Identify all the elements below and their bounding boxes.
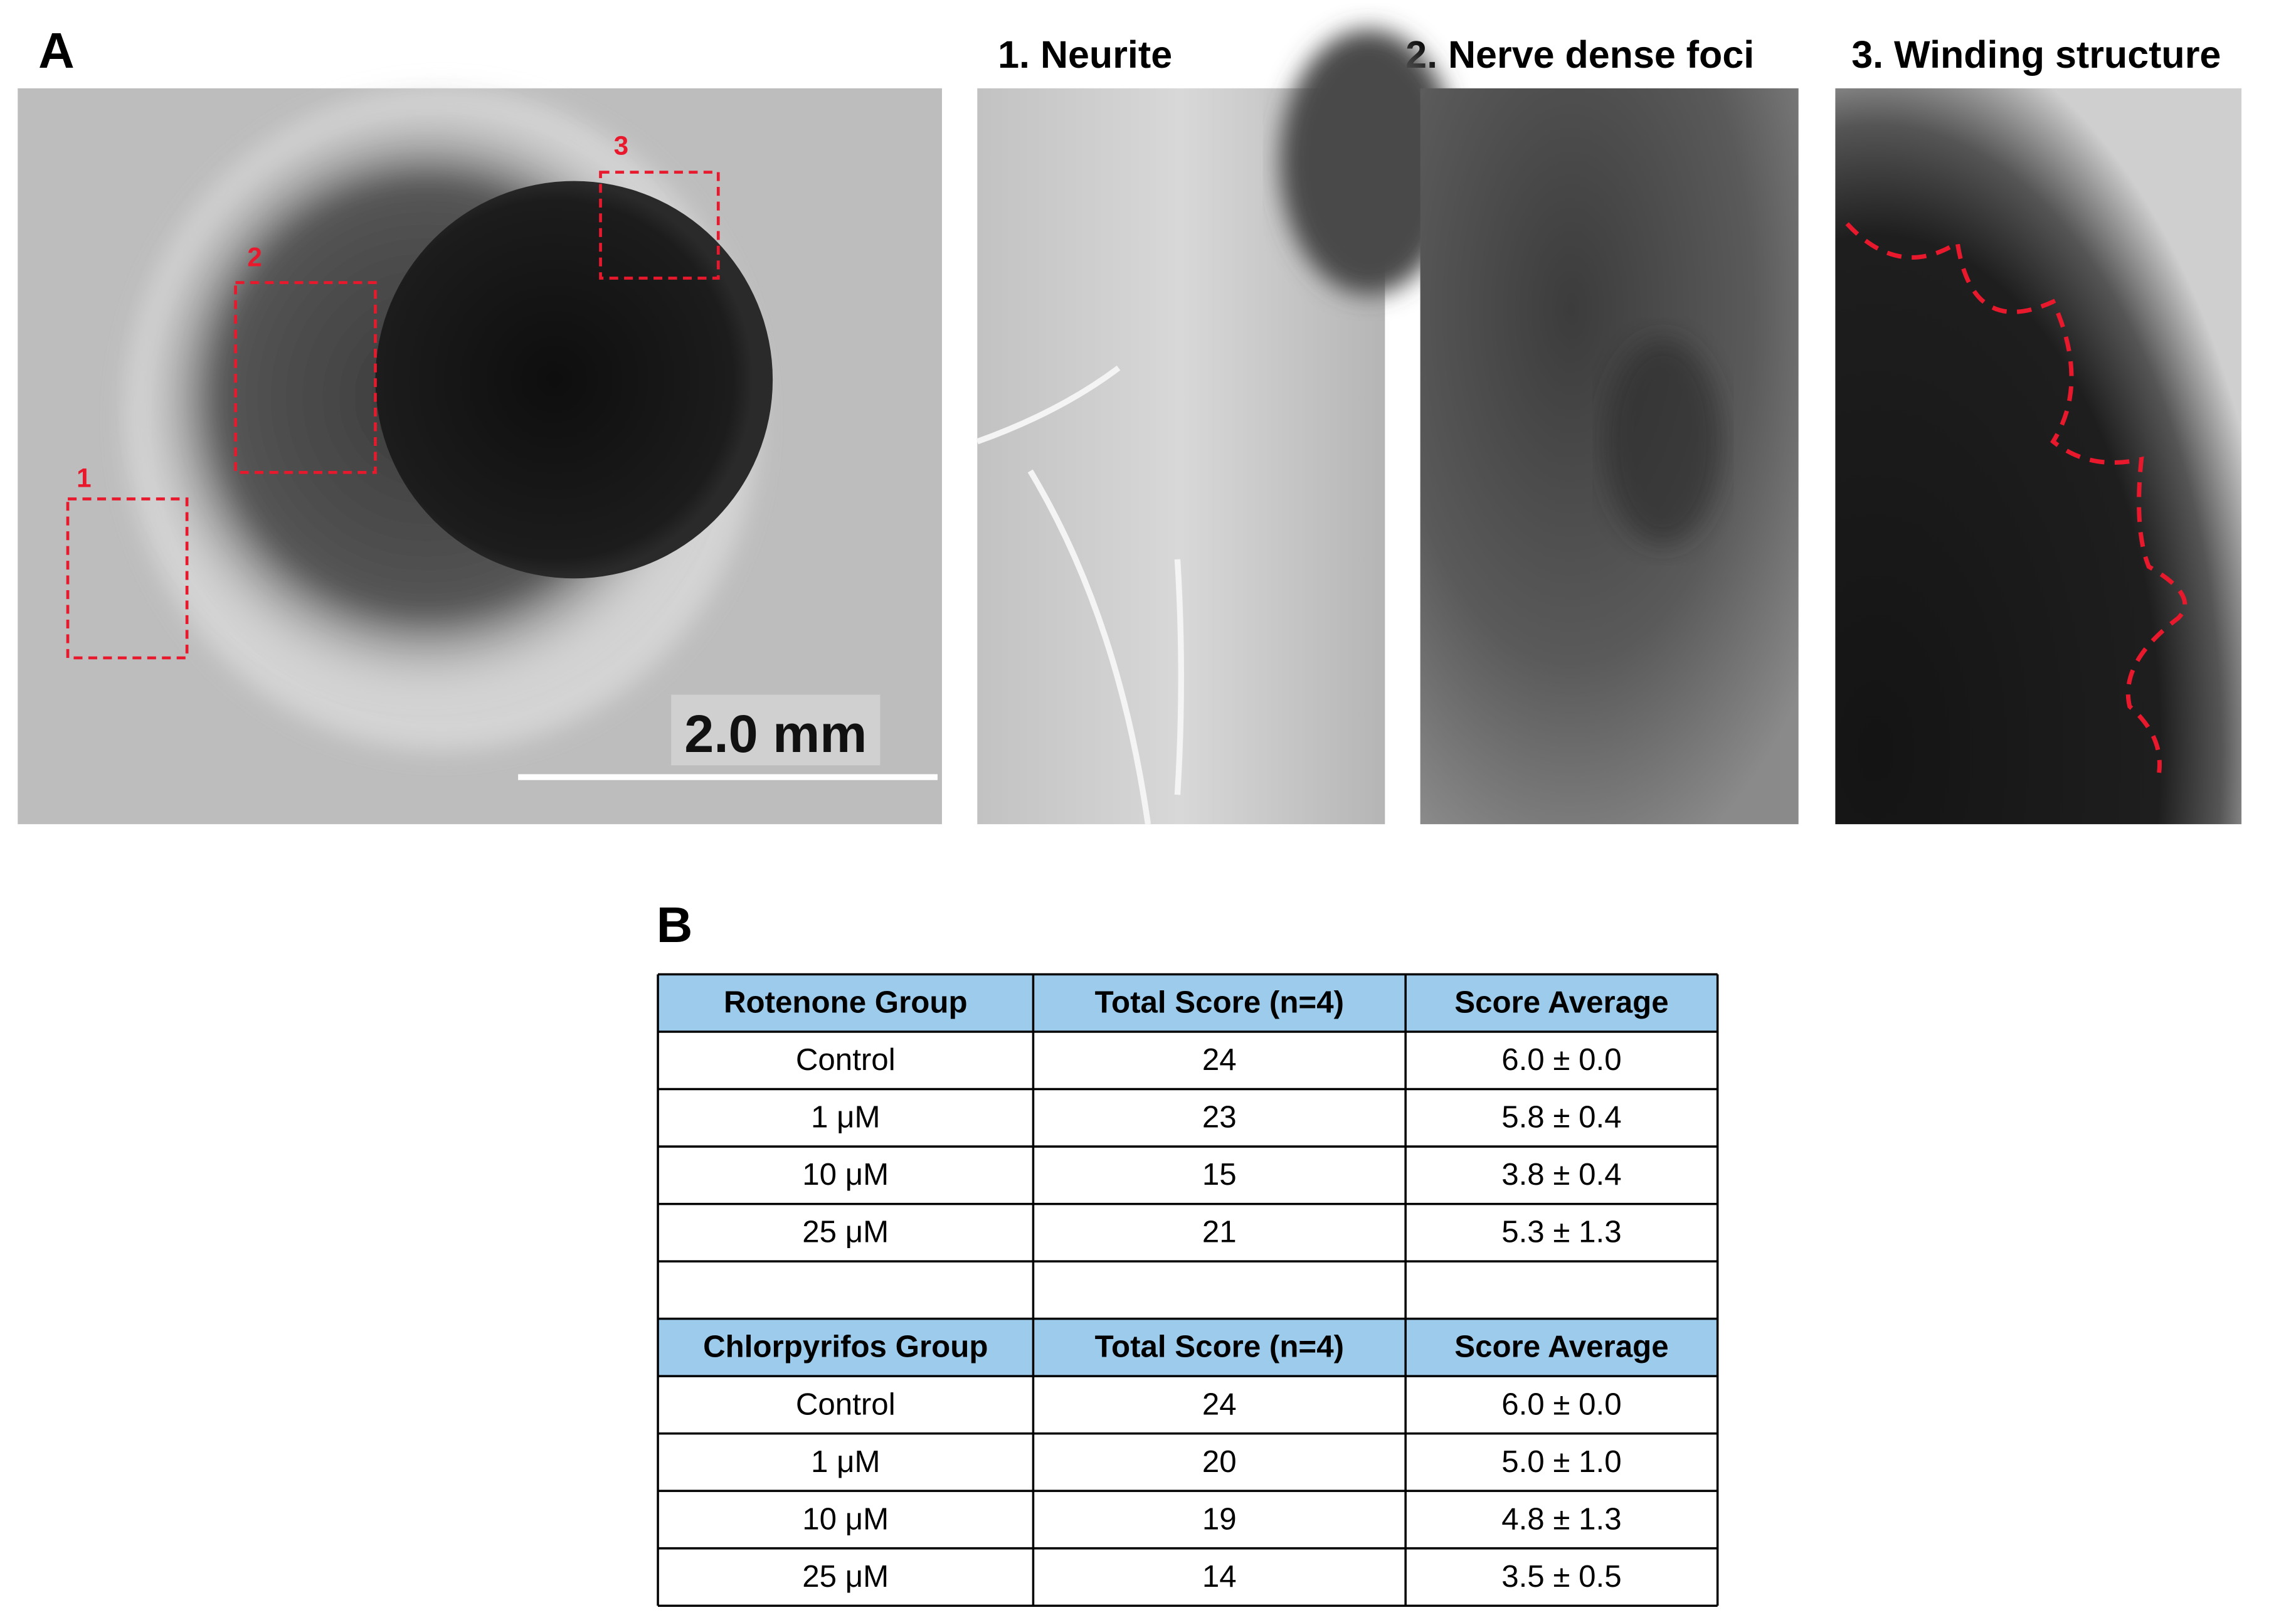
table-cell: 3.8 ± 0.4 [1501,1157,1621,1192]
header-cell: Chlorpyrifos Group [703,1330,988,1364]
table-cell: 23 [1202,1100,1237,1135]
inset-title: 1. Neurite [998,33,1172,76]
table-cell: 3.5 ± 0.5 [1501,1559,1621,1594]
panel-label: B [657,897,693,953]
table-cell: 6.0 ± 0.0 [1501,1387,1621,1421]
header-row [658,974,1718,1032]
inset-image [1420,88,1799,825]
score-table: Rotenone Group Total Score (n=4) Score Ave… [657,973,1719,1607]
inset-image [1835,88,2242,825]
table-cell: 25 μM [802,1215,889,1249]
table-cell: 24 [1202,1042,1237,1077]
table-cell: 10 μM [802,1157,889,1192]
table-cell: 20 [1202,1444,1237,1479]
panel-label: A [38,23,75,78]
box-label: 1 [77,463,92,493]
table-cell: 24 [1202,1387,1237,1421]
box-label: 2 [247,243,262,272]
header-cell: Score Average [1454,985,1668,1020]
table-cell: 1 μM [811,1100,881,1135]
table-cell: 6.0 ± 0.0 [1501,1042,1621,1077]
table-cell: 5.3 ± 1.3 [1501,1215,1621,1249]
inset-image [976,29,1457,825]
table-cell: 14 [1202,1559,1237,1594]
header-cell: Total Score (n=4) [1095,985,1344,1020]
table-cell: 5.0 ± 1.0 [1501,1444,1621,1479]
table-cell: 5.8 ± 0.4 [1501,1100,1621,1135]
table-cell: 21 [1202,1215,1237,1249]
header-cell: Rotenone Group [724,985,968,1020]
scale-bar-label: 2.0 mm [684,704,867,763]
table-cell: 4.8 ± 1.3 [1501,1501,1621,1536]
table-cell: 19 [1202,1501,1237,1536]
header-cell: Score Average [1454,1330,1668,1364]
table-cell: 15 [1202,1157,1237,1192]
header-row [658,1318,1718,1377]
table-cell: 10 μM [802,1501,889,1536]
header-cell: Total Score (n=4) [1095,1330,1344,1364]
inset-title: 2. Nerve dense foci [1405,33,1754,76]
inset-title: 3. Winding structure [1851,33,2221,76]
box-label: 3 [614,130,629,160]
table-cell: Control [796,1042,896,1077]
micrograph: 2.0 mm 1 2 3 [18,88,942,825]
table-cell: 25 μM [802,1559,889,1594]
table-cell: 1 μM [811,1444,881,1479]
table-cell: Control [796,1387,896,1421]
